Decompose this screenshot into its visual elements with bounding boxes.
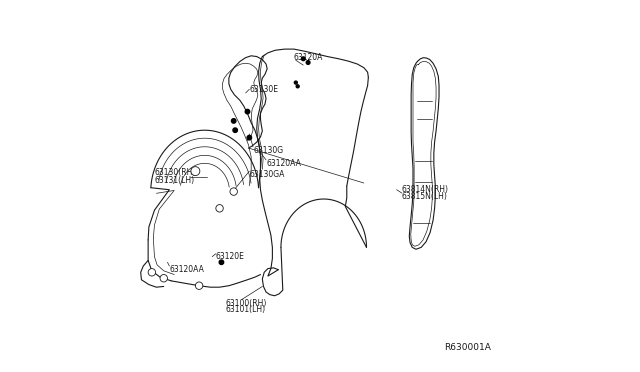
- Text: 63130GA: 63130GA: [250, 170, 285, 179]
- Text: 63120A: 63120A: [294, 53, 323, 62]
- Circle shape: [233, 128, 237, 132]
- Text: 63130(RH): 63130(RH): [154, 169, 196, 177]
- Text: 63130G: 63130G: [253, 146, 283, 155]
- Circle shape: [191, 167, 200, 176]
- Text: 63101(LH): 63101(LH): [225, 305, 265, 314]
- Circle shape: [160, 275, 168, 282]
- Circle shape: [245, 109, 250, 114]
- Circle shape: [216, 205, 223, 212]
- Circle shape: [219, 260, 223, 264]
- Text: 63130E: 63130E: [250, 85, 278, 94]
- Circle shape: [247, 135, 252, 140]
- Text: 63120E: 63120E: [216, 252, 244, 261]
- Text: 63814N(RH): 63814N(RH): [402, 185, 449, 194]
- Circle shape: [148, 269, 156, 276]
- Text: 63815N(LH): 63815N(LH): [402, 192, 448, 201]
- Text: R630001A: R630001A: [444, 343, 491, 352]
- Text: 63120AA: 63120AA: [266, 159, 301, 168]
- Circle shape: [230, 188, 237, 195]
- Circle shape: [296, 85, 299, 88]
- Circle shape: [294, 81, 298, 84]
- Text: 63120AA: 63120AA: [170, 265, 204, 274]
- Circle shape: [301, 57, 305, 61]
- Circle shape: [195, 282, 203, 289]
- Circle shape: [306, 61, 310, 64]
- Text: 63131(LH): 63131(LH): [154, 176, 195, 185]
- Text: 63100(RH): 63100(RH): [225, 299, 266, 308]
- Circle shape: [232, 119, 236, 123]
